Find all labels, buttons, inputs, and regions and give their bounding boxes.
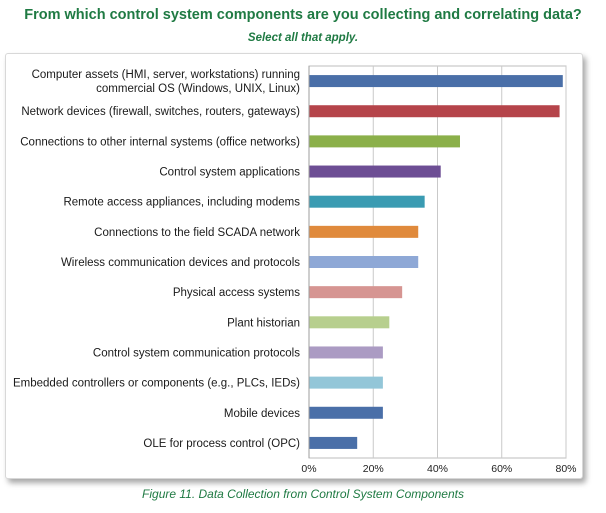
x-tick-label: 0%	[301, 463, 316, 475]
x-tick-label: 40%	[427, 463, 448, 475]
category-label: Connections to other internal systems (o…	[20, 136, 300, 148]
chart-title: From which control system components are…	[24, 7, 582, 23]
category-label: Network devices (firewall, switches, rou…	[21, 106, 300, 118]
category-label: Physical access systems	[173, 287, 300, 299]
bar	[309, 376, 383, 389]
x-tick-label: 20%	[363, 463, 384, 475]
bar	[309, 105, 560, 118]
category-label: Computer assets (HMI, server, workstatio…	[32, 69, 300, 81]
category-label: Control system applications	[159, 167, 300, 179]
bar	[309, 436, 358, 449]
bar	[309, 165, 441, 178]
category-label: Remote access appliances, including mode…	[63, 197, 300, 209]
category-label: Wireless communication devices and proto…	[61, 257, 300, 269]
category-label: commercial OS (Windows, UNIX, Linux)	[96, 83, 300, 95]
bar	[309, 286, 403, 299]
figure-caption: Figure 11. Data Collection from Control …	[142, 487, 464, 501]
x-tick-label: 80%	[555, 463, 576, 475]
bar	[309, 316, 390, 329]
bar	[309, 135, 460, 148]
bar	[309, 75, 563, 88]
x-tick-label: 60%	[491, 463, 512, 475]
bar	[309, 225, 419, 238]
bar	[309, 256, 419, 268]
category-label: Embedded controllers or components (e.g.…	[13, 378, 300, 390]
chart-subtitle: Select all that apply.	[247, 32, 359, 44]
category-label: Plant historian	[227, 317, 300, 329]
bar	[309, 346, 383, 359]
category-label: Mobile devices	[224, 408, 300, 420]
bar	[309, 406, 383, 419]
category-label: Control system communication protocols	[93, 347, 300, 359]
bar	[309, 195, 425, 208]
category-label: Connections to the field SCADA network	[94, 227, 300, 239]
category-label: OLE for process control (OPC)	[143, 438, 300, 450]
